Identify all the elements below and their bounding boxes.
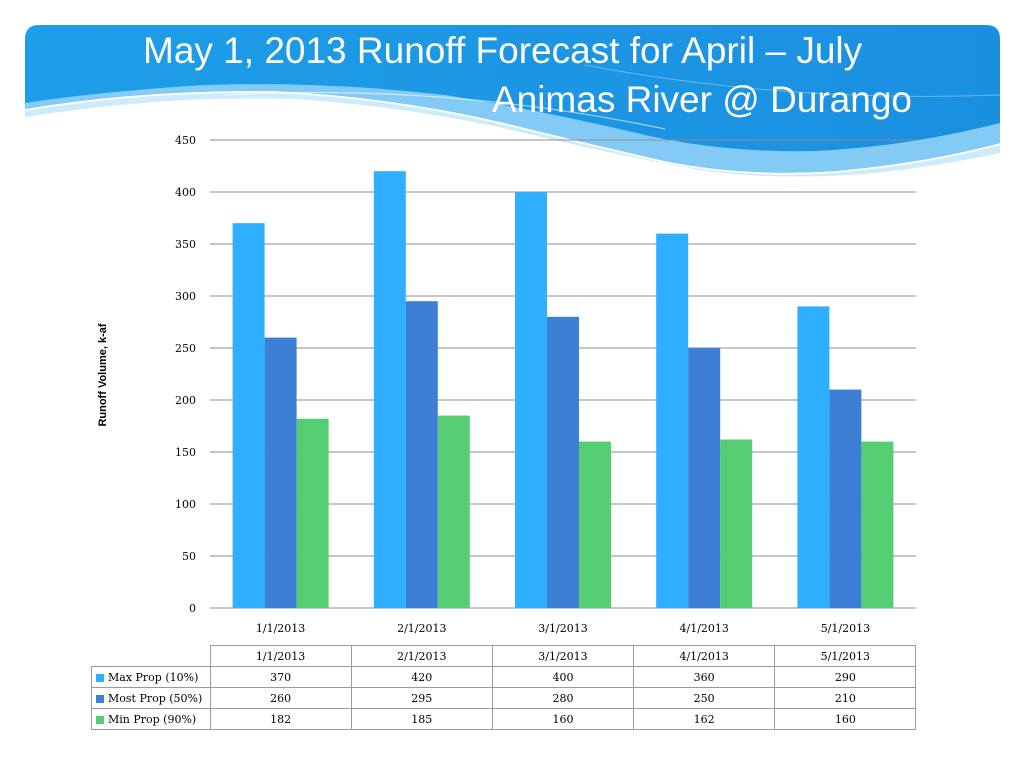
- table-header-cell: 3/1/2013: [491, 645, 635, 667]
- y-tick-label: 350: [175, 238, 196, 251]
- legend-swatch-icon: [96, 715, 104, 724]
- bar-chart: 0 50 100 150 200 250 300 350 400 450 1/1/2013 2/1/…: [175, 134, 916, 635]
- table-cell: 295: [350, 687, 493, 709]
- bar-2-5: [829, 389, 862, 608]
- bar-2-3: [547, 316, 579, 608]
- table-cell: 260: [209, 687, 352, 709]
- table-header-cell: 1/1/2013: [209, 645, 352, 667]
- y-tick-label: 200: [175, 394, 196, 407]
- y-tick-label: 150: [175, 446, 196, 459]
- legend-entry: Most Prop (50%): [91, 687, 211, 709]
- table-cell: 360: [633, 666, 776, 688]
- y-tick-label: 450: [175, 134, 196, 147]
- wave-banner-graphic: [25, 25, 1001, 177]
- x-axis-ticks: 1/1/2013 2/1/2013 3/1/2013 4/1/2013 5/1/2013: [256, 622, 870, 635]
- x-tick-label: 3/1/2013: [538, 622, 587, 635]
- table-cell: 185: [350, 708, 493, 730]
- table-cell: 420: [350, 666, 493, 688]
- x-tick-label: 1/1/2013: [256, 622, 305, 635]
- bar-2-4: [688, 348, 721, 608]
- table-header-cell: 2/1/2013: [350, 645, 493, 667]
- legend-label: Most Prop (50%): [108, 691, 203, 705]
- table-cell: 210: [774, 687, 917, 709]
- data-table: 1/1/2013 2/1/2013 3/1/2013 4/1/2013 5/1/2013…: [91, 645, 917, 730]
- bar-1-5: [797, 306, 830, 608]
- bar-3-1: [296, 418, 329, 608]
- bar-1-1: [232, 223, 265, 608]
- legend-label: Max Prop (10%): [108, 670, 199, 684]
- bar-3-2: [437, 415, 470, 608]
- y-tick-label: 100: [175, 498, 196, 511]
- y-tick-label: 0: [189, 602, 196, 615]
- y-axis-label: Runoff Volume, k-af: [97, 323, 109, 427]
- y-tick-label: 400: [175, 186, 196, 199]
- table-header-cell: 5/1/2013: [774, 645, 917, 667]
- table-cell: 280: [491, 687, 635, 709]
- bar-1-4: [656, 233, 689, 608]
- table-row: Min Prop (90%) 182 185 160 162 160: [91, 708, 917, 730]
- y-tick-label: 50: [182, 550, 196, 563]
- bar-1-2: [373, 171, 406, 608]
- y-tick-label: 250: [175, 342, 196, 355]
- legend-swatch-icon: [96, 673, 104, 682]
- table-row: Most Prop (50%) 260 295 280 250 210: [91, 687, 917, 709]
- x-tick-label: 2/1/2013: [397, 622, 446, 635]
- slide-title-line-2: Animas River @ Durango: [491, 79, 912, 120]
- table-header-row: 1/1/2013 2/1/2013 3/1/2013 4/1/2013 5/1/2013: [91, 645, 917, 667]
- legend-entry: Min Prop (90%): [91, 708, 211, 730]
- y-axis-ticks: 0 50 100 150 200 250 300 350 400 450: [175, 134, 196, 615]
- table-corner-cell: [91, 645, 211, 667]
- table-header-cell: 4/1/2013: [633, 645, 776, 667]
- table-cell: 370: [209, 666, 352, 688]
- table-cell: 182: [209, 708, 352, 730]
- table-cell: 250: [633, 687, 776, 709]
- table-cell: 160: [491, 708, 635, 730]
- bar-3-4: [720, 439, 753, 608]
- legend-swatch-icon: [96, 694, 104, 703]
- chart-bars: [232, 171, 894, 608]
- legend-entry: Max Prop (10%): [91, 666, 211, 688]
- legend-label: Min Prop (90%): [108, 712, 197, 726]
- table-cell: 400: [491, 666, 635, 688]
- title-banner: [25, 25, 1001, 177]
- x-tick-label: 4/1/2013: [679, 622, 728, 635]
- slide-title-line-1: May 1, 2013 Runoff Forecast for April – …: [143, 30, 863, 71]
- bar-2-2: [405, 301, 438, 608]
- bar-1-3: [515, 192, 547, 608]
- bar-3-3: [579, 441, 611, 608]
- table-cell: 160: [774, 708, 917, 730]
- x-tick-label: 5/1/2013: [821, 622, 870, 635]
- table-cell: 290: [774, 666, 917, 688]
- bar-3-5: [861, 441, 894, 608]
- table-row: Max Prop (10%) 370 420 400 360 290: [91, 666, 917, 688]
- bar-2-1: [264, 337, 297, 608]
- y-tick-label: 300: [175, 290, 196, 303]
- table-cell: 162: [633, 708, 776, 730]
